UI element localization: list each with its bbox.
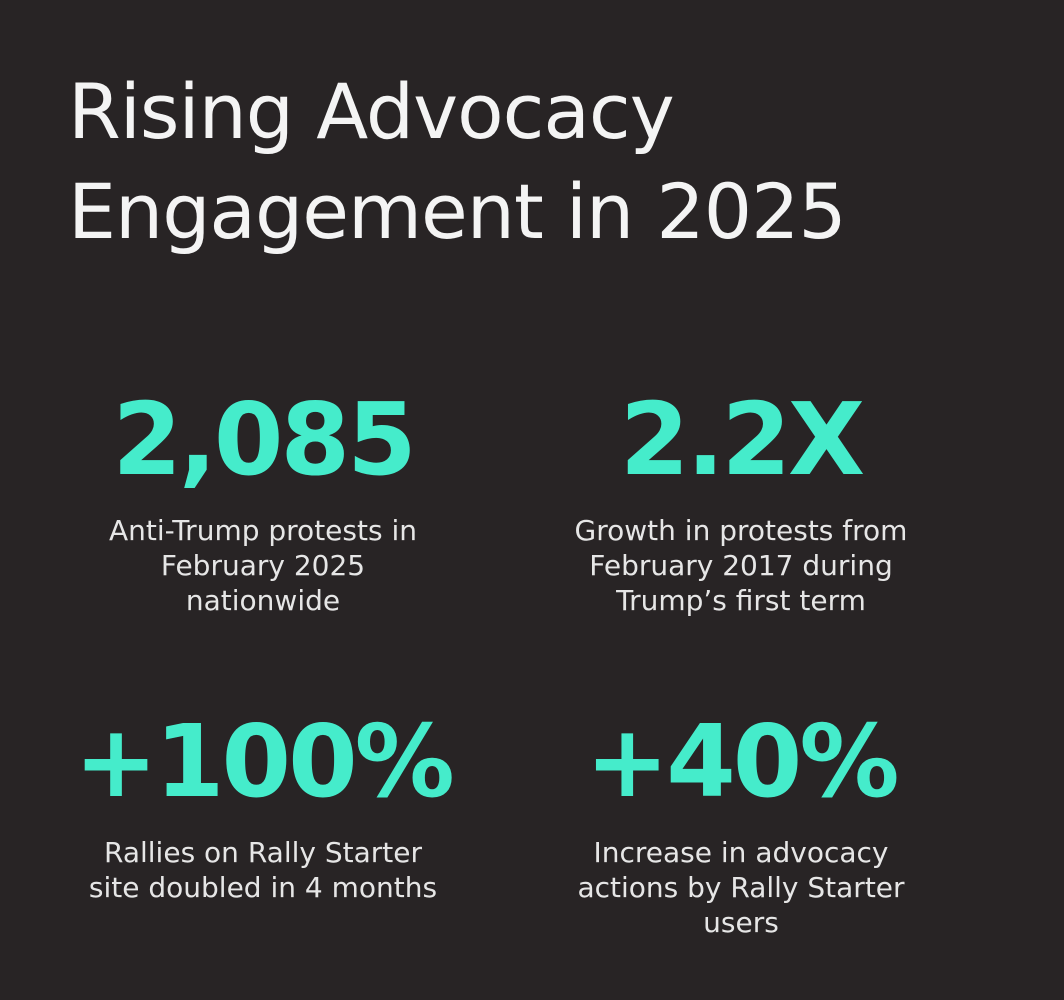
stat-description-line: Trump’s first term — [616, 584, 866, 617]
stat-value: +100% — [74, 703, 455, 820]
stat-description-line: Rallies on Rally Starter — [104, 836, 422, 869]
stat-value: 2.2X — [619, 381, 865, 498]
stat-description-line: February 2025 — [160, 549, 366, 582]
title-line-1: Rising Advocacy — [68, 67, 675, 156]
stat-description: Rallies on Rally Starter site doubled in… — [23, 835, 503, 905]
stat-description: Growth in protests from February 2017 du… — [501, 513, 981, 618]
stat-description-line: nationwide — [185, 584, 341, 617]
title-line-2: Engagement in 2025 — [68, 167, 847, 256]
stat-description: Increase in advocacy actions by Rally St… — [501, 835, 981, 940]
stat-protest-growth: 2.2X Growth in protests from February 20… — [501, 385, 981, 618]
stat-value: 2,085 — [112, 381, 416, 498]
stat-description-line: users — [703, 906, 779, 939]
stat-description-line: Anti-Trump protests in — [109, 514, 417, 547]
stat-description-line: site doubled in 4 months — [88, 871, 438, 904]
stat-description-line: Growth in protests from — [574, 514, 908, 547]
stat-protests-count: 2,085 Anti-Trump protests in February 20… — [23, 385, 503, 618]
stat-description-line: Increase in advocacy — [593, 836, 889, 869]
stat-value: +40% — [585, 703, 899, 820]
stat-description: Anti-Trump protests in February 2025 nat… — [23, 513, 503, 618]
stat-advocacy-actions: +40% Increase in advocacy actions by Ral… — [501, 707, 981, 940]
page-title: Rising Advocacy Engagement in 2025 — [68, 62, 1028, 262]
stat-description-line: actions by Rally Starter — [577, 871, 905, 904]
stat-rallies-doubled: +100% Rallies on Rally Starter site doub… — [23, 707, 503, 905]
stat-description-line: February 2017 during — [589, 549, 893, 582]
